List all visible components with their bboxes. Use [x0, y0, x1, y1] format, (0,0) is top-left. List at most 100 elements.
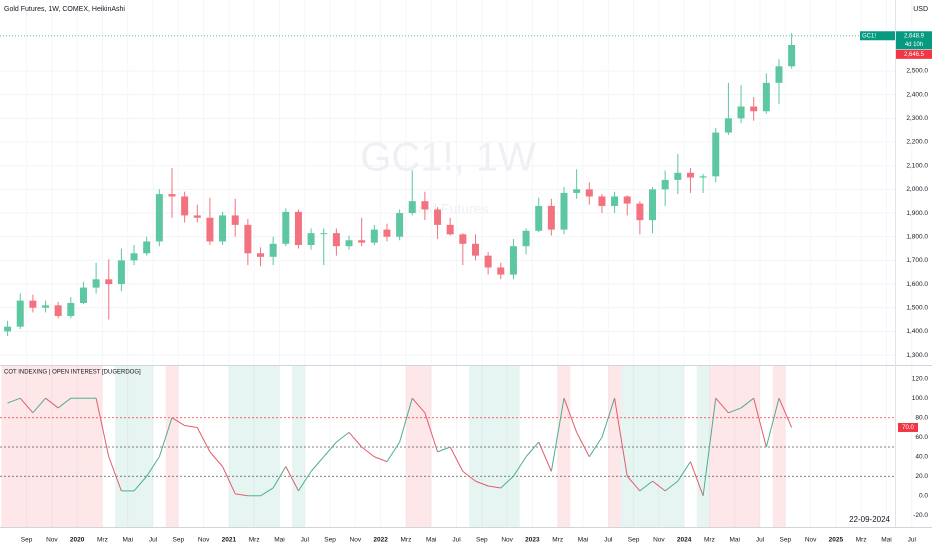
indicator-segment [158, 417, 173, 457]
x-tick-label: Jul [149, 537, 158, 544]
zone-shade [165, 366, 179, 527]
x-tick-label: Mai [881, 537, 891, 544]
indicator-segment [348, 432, 363, 448]
marks-layer: 1,300.0 1,400.0 1,500.0 1,600.0 1,700.0 1,800… [0, 31, 932, 544]
candle-body [345, 240, 353, 247]
indicator-segment [19, 397, 34, 414]
y-tick-label: 1,400.0 [906, 328, 928, 335]
candle-body [497, 267, 505, 275]
indicator-segment [652, 480, 666, 492]
indicator-segment [689, 461, 704, 496]
indicator-segment [538, 441, 552, 472]
candle-body [105, 279, 113, 285]
indicator-segment [437, 446, 451, 453]
x-tick-label: Nov [501, 537, 513, 544]
symbol-label: GC1! [862, 33, 876, 39]
zone-shade [709, 366, 723, 527]
indicator-segment [209, 451, 223, 467]
zone-shade [266, 366, 280, 527]
zone-shade [26, 366, 40, 527]
y-tick-label: 60.0 [915, 434, 928, 441]
zone-shade [696, 366, 710, 527]
zone-shade [127, 366, 141, 527]
x-tick-label: Sep [324, 537, 336, 544]
y-tick-label: 2,400.0 [906, 91, 928, 98]
zone-shade [254, 366, 267, 527]
indicator-segment [601, 398, 616, 438]
candle-body [143, 241, 151, 254]
x-tick-label: 2023 [525, 537, 540, 544]
x-tick-label: Jul [908, 537, 917, 544]
candle-body [219, 215, 227, 242]
x-tick-label: Jul [604, 537, 613, 544]
indicator-segment [525, 441, 540, 458]
zone-shade [734, 366, 748, 527]
x-tick-label: Sep [628, 537, 640, 544]
zone-shade [494, 366, 508, 527]
indicator-segment [386, 441, 401, 462]
y-tick-label: 1,300.0 [906, 352, 928, 359]
indicator-segment [108, 456, 122, 492]
y-tick-label: 2,100.0 [906, 162, 928, 169]
candle-body [788, 44, 796, 67]
last-value-label: 70.0 [902, 425, 914, 431]
zone-shade [747, 366, 761, 527]
candle-body [547, 205, 555, 230]
x-tick-label: 2025 [829, 537, 844, 544]
zone-shade [241, 366, 255, 527]
indicator-segment [374, 456, 388, 463]
candle-body [307, 233, 315, 245]
y-tick-label: 120.0 [912, 375, 929, 382]
indicator-segment [323, 441, 337, 458]
y-tick-label: 0.0 [919, 492, 928, 499]
zone-shade [671, 366, 685, 527]
x-tick-label: Sep [173, 537, 185, 544]
x-tick-label: Jul [452, 537, 461, 544]
x-tick-label: Mrz [401, 537, 412, 544]
zone-shade [646, 366, 659, 527]
y-tick-label: 2,200.0 [906, 139, 928, 146]
indicator-segment [95, 398, 110, 457]
indicator-segment [550, 398, 565, 472]
candle-body [16, 300, 24, 327]
candle-body [370, 229, 378, 243]
indicator-segment [298, 471, 312, 492]
candle-body [421, 201, 429, 210]
candle-body [67, 302, 75, 317]
candle-body [509, 246, 517, 275]
indicator-title: COT INDEXING | OPEN INTEREST [DUGERDOG] [4, 370, 141, 376]
indicator-segment [740, 397, 754, 409]
indicator-segment [677, 461, 691, 482]
candle-body [471, 243, 479, 256]
zone-shade [89, 366, 103, 527]
candle-body [358, 240, 366, 243]
candle-body [484, 255, 492, 268]
y-tick-label: 20.0 [915, 473, 928, 480]
indicator-segment [715, 397, 729, 414]
x-tick-label: Sep [476, 537, 488, 544]
candle-body [92, 279, 100, 288]
zone-shade [633, 366, 647, 527]
indicator-segment [196, 427, 211, 453]
last-value-box [898, 422, 918, 432]
y-tick-label: 1,500.0 [906, 304, 928, 311]
candle-body [636, 203, 644, 221]
indicator-segment [7, 397, 21, 404]
y-tick-label: 2,000.0 [906, 186, 928, 193]
candle-body [282, 211, 290, 244]
candle-body [155, 194, 163, 242]
y-tick-label: 1,900.0 [906, 210, 928, 217]
zone-shade [557, 366, 571, 527]
x-tick-label: 2021 [222, 537, 237, 544]
indicator-segment [475, 480, 489, 487]
zone-shade [481, 366, 495, 527]
candle-body [560, 192, 568, 230]
candle-body [750, 106, 758, 112]
y-tick-label: 80.0 [915, 414, 928, 421]
currency: USD [913, 6, 928, 13]
x-tick-label: Nov [653, 537, 665, 544]
indicator-segment [462, 470, 476, 482]
candle-body [573, 189, 581, 193]
candle-body [408, 201, 416, 214]
